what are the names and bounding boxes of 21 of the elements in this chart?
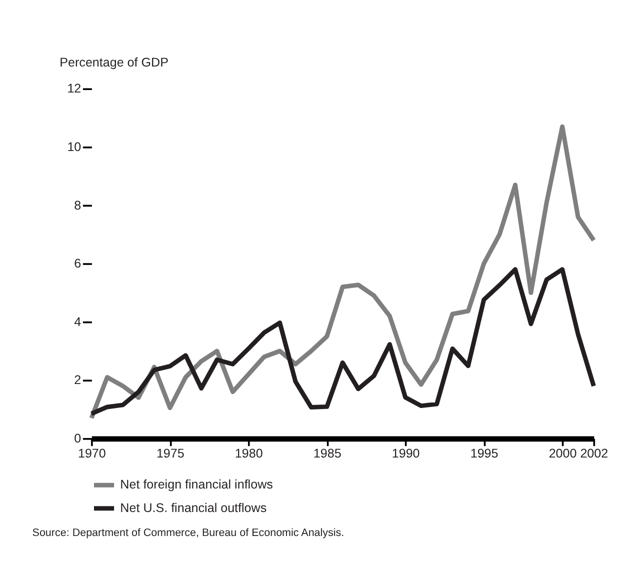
y-tick-label: 6 bbox=[74, 256, 82, 271]
y-axis-title: Percentage of GDP bbox=[60, 56, 168, 70]
x-tick-label: 2002 bbox=[580, 446, 608, 461]
x-tick-label: 1985 bbox=[313, 446, 342, 461]
source-note: Source: Department of Commerce, Bureau of Economic Analysis. bbox=[32, 527, 344, 540]
y-tick-label: 4 bbox=[74, 314, 82, 329]
x-tick-label: 1990 bbox=[392, 446, 420, 461]
y-tick-label: 10 bbox=[67, 140, 82, 154]
line-series bbox=[89, 124, 596, 420]
y-tick-label: 0 bbox=[74, 432, 82, 446]
x-tick-label: 1975 bbox=[156, 446, 184, 461]
y-tick-label: 12 bbox=[67, 82, 82, 96]
y-tick-label: 8 bbox=[74, 198, 82, 212]
x-tick-label: 1980 bbox=[234, 446, 263, 461]
x-tick-label: 2000 bbox=[548, 446, 577, 461]
line-series bbox=[89, 267, 596, 416]
x-tick-label: 1970 bbox=[78, 446, 106, 461]
legend-label: Net U.S. financial outflows bbox=[120, 501, 267, 516]
legend-label: Net foreign financial inflows bbox=[120, 478, 273, 492]
x-tick-label: 1995 bbox=[470, 446, 498, 461]
y-tick-label: 2 bbox=[74, 373, 82, 388]
